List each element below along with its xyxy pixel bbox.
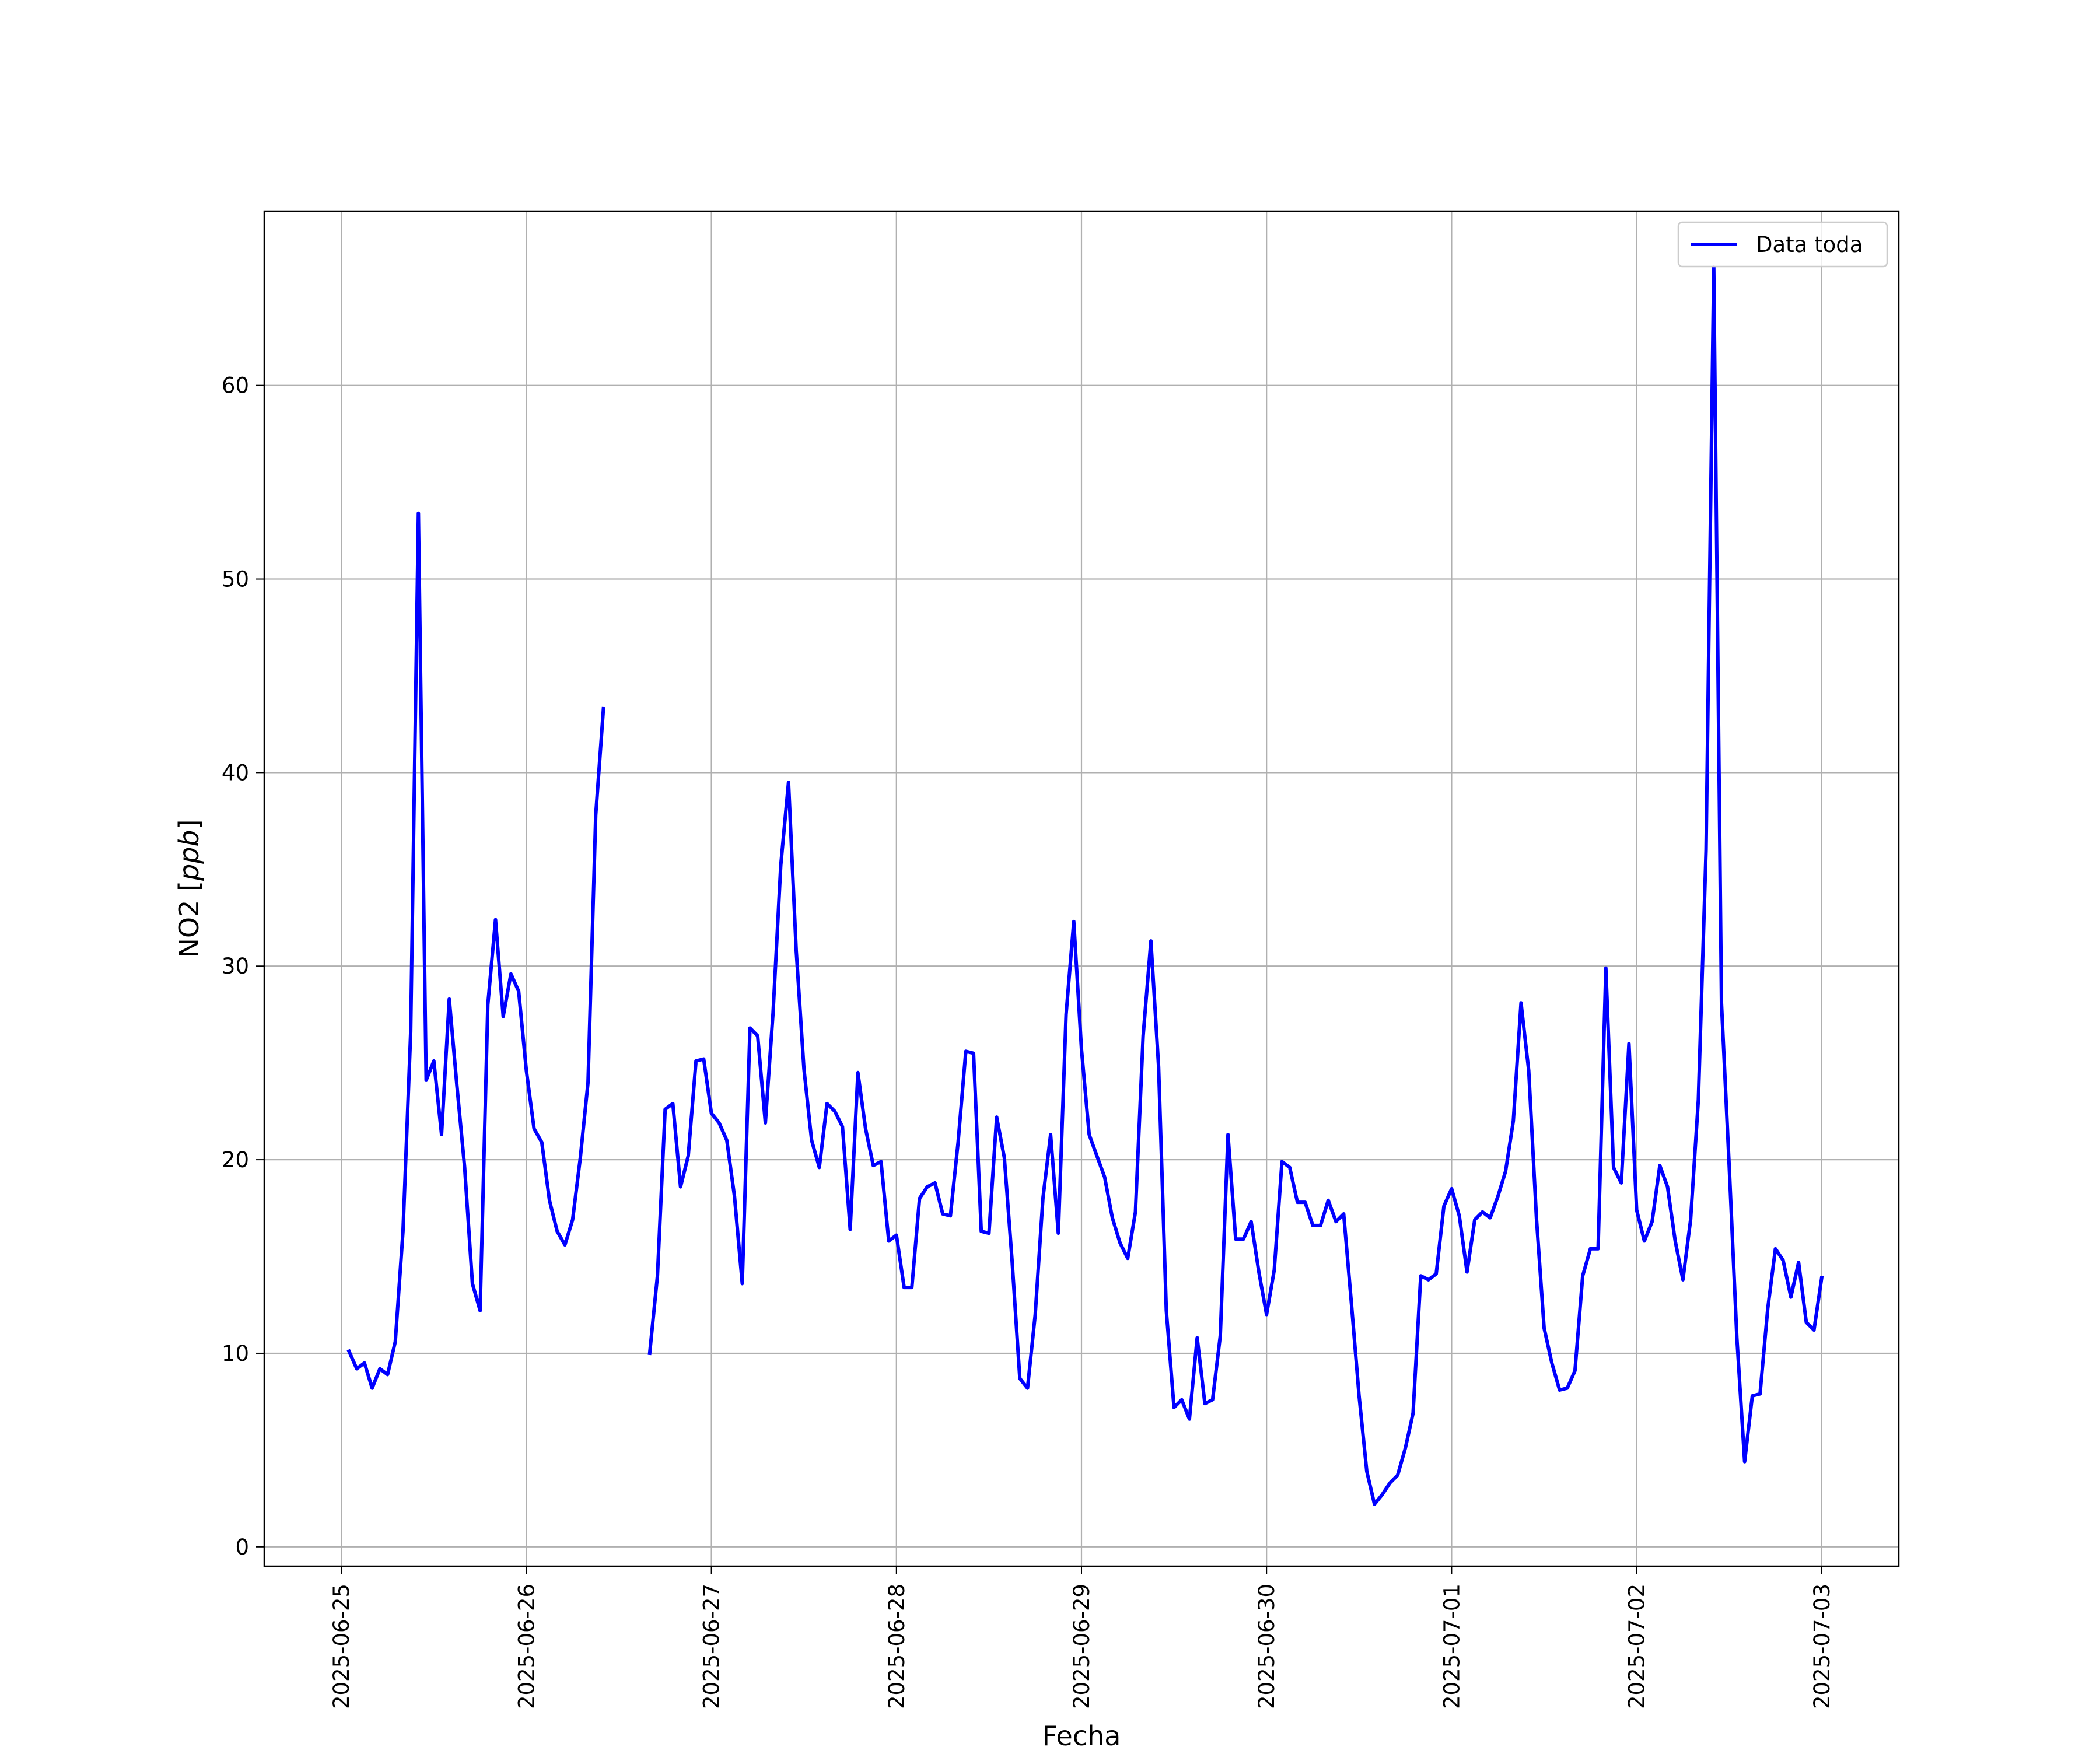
y-tick-label: 50	[222, 567, 249, 592]
x-tick-label: 2025-07-03	[1810, 1584, 1835, 1709]
y-tick-label: 60	[222, 373, 249, 398]
x-axis-label: Fecha	[1042, 1720, 1121, 1750]
y-axis-label: NO2 [ppb]	[173, 819, 205, 958]
y-tick-label: 40	[222, 760, 249, 785]
series-line-0	[346, 265, 1824, 1506]
x-tick-label: 2025-07-01	[1439, 1584, 1464, 1709]
y-axis-ticks: 0 10 20 30 40 50 60	[222, 373, 264, 1560]
y-tick-label: 20	[222, 1147, 249, 1172]
x-tick-label: 2025-07-02	[1625, 1584, 1650, 1709]
y-axis-label-unit: ppb	[173, 830, 205, 881]
legend-box	[1677, 221, 1888, 268]
y-axis-label-name: NO2	[173, 900, 205, 958]
x-tick-label: 2025-06-28	[884, 1584, 909, 1709]
y-tick-label: 10	[222, 1341, 249, 1366]
x-tick-label: 2025-06-29	[1069, 1584, 1094, 1709]
series-layer	[346, 265, 1824, 1506]
x-tick-label: 2025-06-25	[329, 1584, 354, 1709]
x-tick-label: 2025-06-30	[1254, 1584, 1279, 1709]
y-tick-label: 0	[235, 1535, 249, 1560]
y-tick-label: 30	[222, 954, 249, 979]
grid-lines	[264, 211, 1899, 1566]
x-tick-label: 2025-06-27	[699, 1584, 724, 1709]
x-axis-ticks: 2025-06-25 2025-06-26 2025-06-27 2025-06-28…	[329, 1566, 1835, 1709]
x-tick-label: 2025-06-26	[514, 1584, 539, 1709]
legend-label: Data toda	[1756, 232, 1863, 257]
legend: Data toda	[1677, 221, 1888, 268]
